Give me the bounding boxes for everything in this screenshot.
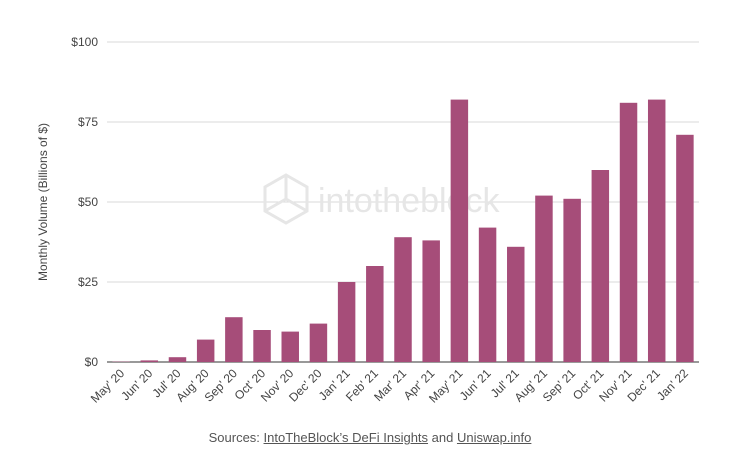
bar — [140, 360, 159, 362]
y-tick-label: $50 — [78, 195, 98, 209]
y-tick-label: $25 — [78, 275, 98, 289]
y-axis-ticks: $0 $25 $50 $75 $100 — [71, 35, 98, 369]
source-link-uniswap[interactable]: Uniswap.info — [456, 430, 532, 445]
bar — [168, 357, 187, 362]
bars — [112, 99, 694, 363]
y-tick-label: $100 — [71, 35, 98, 49]
source-line: Sources: IntoTheBlock’s DeFi Insights an… — [0, 430, 740, 445]
bar — [676, 134, 694, 362]
y-axis-title: Monthly Volume (Billions of $) — [36, 123, 50, 281]
x-tick-label: May' 20 — [88, 366, 128, 406]
bar — [535, 195, 553, 362]
source-prefix: Sources: — [208, 430, 264, 445]
bar — [563, 198, 581, 362]
x-tick-label: Jun' 20 — [118, 366, 155, 403]
bar — [366, 266, 384, 362]
source-middle: and — [428, 430, 457, 445]
cube-logo-icon — [263, 173, 309, 225]
bar — [281, 331, 299, 362]
bar — [591, 170, 610, 362]
y-tick-label: $75 — [78, 115, 98, 129]
bar — [394, 237, 412, 362]
x-tick-label: Jun' 21 — [457, 366, 494, 403]
bar — [337, 282, 356, 362]
bar — [196, 339, 215, 362]
bar — [225, 317, 243, 362]
x-tick-label: Jan' 22 — [654, 366, 691, 403]
bar — [309, 323, 328, 362]
bar — [507, 246, 525, 362]
source-link-intotheblock[interactable]: IntoTheBlock’s DeFi Insights — [263, 430, 429, 445]
bar — [253, 330, 271, 362]
bar — [478, 227, 497, 362]
bar — [450, 99, 469, 362]
y-tick-label: $0 — [85, 355, 99, 369]
watermark-text: intotheblock — [318, 182, 500, 220]
x-tick-label: Mar' 21 — [371, 366, 409, 404]
bar — [619, 102, 638, 363]
bar — [422, 240, 440, 362]
bar — [647, 99, 666, 362]
watermark: intotheblock — [263, 173, 500, 225]
